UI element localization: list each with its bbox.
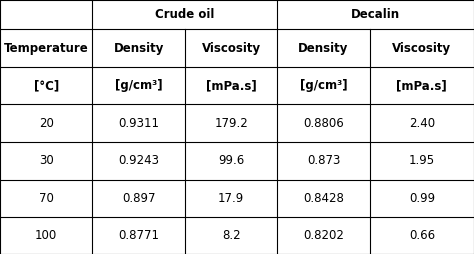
Text: Density: Density: [298, 41, 349, 55]
Text: [g/cm³]: [g/cm³]: [300, 79, 347, 92]
Text: 17.9: 17.9: [218, 192, 244, 205]
Text: 0.897: 0.897: [122, 192, 155, 205]
Text: Viscosity: Viscosity: [392, 41, 451, 55]
Text: 0.8771: 0.8771: [118, 229, 159, 242]
Text: Crude oil: Crude oil: [155, 8, 215, 21]
Text: 1.95: 1.95: [409, 154, 435, 167]
Text: 8.2: 8.2: [222, 229, 240, 242]
Text: [mPa.s]: [mPa.s]: [396, 79, 447, 92]
Text: [mPa.s]: [mPa.s]: [206, 79, 256, 92]
Text: 0.8806: 0.8806: [303, 117, 344, 130]
Text: 0.873: 0.873: [307, 154, 340, 167]
Text: 30: 30: [39, 154, 54, 167]
Text: 0.8428: 0.8428: [303, 192, 344, 205]
Text: 0.9243: 0.9243: [118, 154, 159, 167]
Text: 0.66: 0.66: [409, 229, 435, 242]
Text: 70: 70: [39, 192, 54, 205]
Text: 2.40: 2.40: [409, 117, 435, 130]
Text: 179.2: 179.2: [214, 117, 248, 130]
Text: Decalin: Decalin: [351, 8, 400, 21]
Text: 20: 20: [39, 117, 54, 130]
Text: Viscosity: Viscosity: [201, 41, 261, 55]
Text: Temperature: Temperature: [4, 41, 89, 55]
Text: 99.6: 99.6: [218, 154, 244, 167]
Text: 0.9311: 0.9311: [118, 117, 159, 130]
Text: [°C]: [°C]: [34, 79, 59, 92]
Text: [g/cm³]: [g/cm³]: [115, 79, 163, 92]
Text: 0.99: 0.99: [409, 192, 435, 205]
Text: Density: Density: [113, 41, 164, 55]
Text: 100: 100: [35, 229, 57, 242]
Text: 0.8202: 0.8202: [303, 229, 344, 242]
